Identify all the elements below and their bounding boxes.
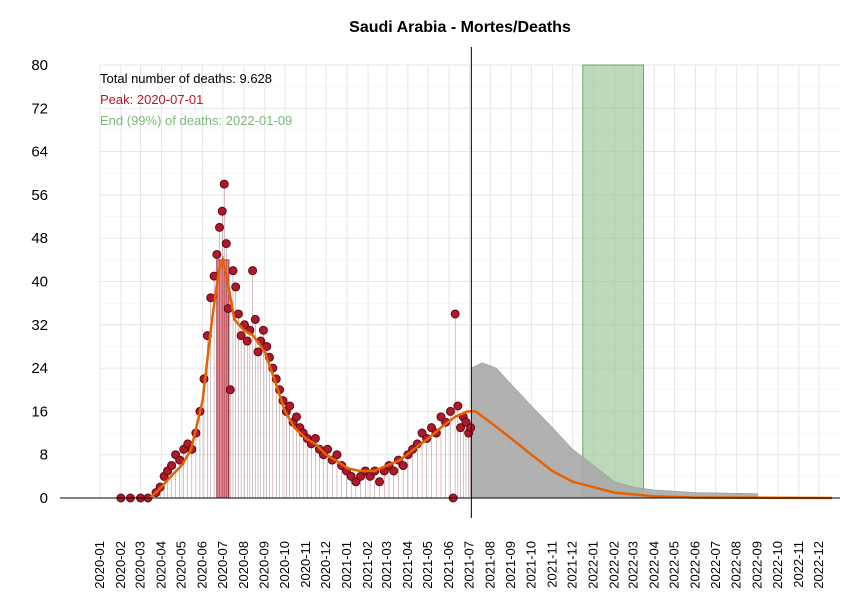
x-tick-label: 2021-07 (461, 541, 476, 589)
x-tick-label: 2022-07 (708, 541, 723, 589)
data-point (253, 347, 263, 357)
annotation-total: Total number of deaths: 9.628 (100, 71, 272, 86)
y-tick-label: 8 (40, 447, 48, 464)
x-tick-label: 2022-09 (750, 541, 765, 589)
end-of-deaths-band (582, 64, 645, 499)
x-tick-label: 2022-05 (667, 541, 682, 589)
x-tick-label: 2021-02 (360, 541, 375, 589)
data-point (445, 406, 455, 416)
data-point (453, 401, 463, 411)
y-tick-label: 56 (31, 187, 48, 204)
data-point (217, 206, 227, 216)
x-tick-label: 2020-04 (153, 541, 168, 589)
x-tick-label: 2020-10 (277, 541, 292, 589)
data-point (236, 331, 246, 341)
fit-layer (149, 255, 832, 500)
chart-title: Saudi Arabia - Mortes/Deaths (349, 19, 571, 36)
data-point (291, 412, 301, 422)
y-tick-label: 40 (31, 274, 48, 291)
data-point (221, 239, 231, 249)
y-tick-label: 32 (31, 317, 48, 334)
x-tick-label: 2020-02 (113, 541, 128, 589)
data-point (456, 423, 466, 433)
data-point (215, 222, 225, 232)
x-tick-label: 2020-05 (174, 541, 189, 589)
y-tick-label: 24 (31, 360, 48, 377)
x-tick-label: 2021-01 (339, 541, 354, 589)
x-tick-label: 2022-06 (688, 541, 703, 589)
data-point (398, 461, 408, 471)
axis-layer: 0 8 16 24 32 40 48 56 64 72 80 2020-01 2020-02 2020-0… (31, 47, 840, 589)
data-point (375, 477, 385, 487)
data-point (233, 309, 243, 319)
annotation-peak: Peak: 2020-07-01 (100, 92, 203, 107)
x-tick-label: 2021-10 (523, 541, 538, 589)
y-tick-label: 48 (31, 230, 48, 247)
data-point (262, 341, 272, 351)
x-tick-label: 2021-08 (482, 541, 497, 589)
x-tick-label: 2022-10 (770, 541, 785, 589)
x-tick-label: 2021-05 (420, 541, 435, 589)
x-tick-label: 2020-07 (215, 541, 230, 589)
data-point (250, 314, 260, 324)
x-tick-label: 2020-12 (318, 541, 333, 589)
x-tick-label: 2022-12 (811, 541, 826, 589)
y-tick-label: 72 (31, 100, 48, 117)
x-tick-label: 2021-11 (544, 541, 559, 588)
data-point (248, 266, 258, 276)
fit-curve (149, 255, 832, 500)
peak-band (216, 259, 230, 499)
x-tick-label: 2021-03 (379, 541, 394, 589)
band-layer (216, 64, 645, 499)
x-tick-label: 2022-02 (606, 541, 621, 589)
data-point (466, 423, 476, 433)
x-tick-label: 2020-09 (257, 541, 272, 589)
x-tick-label: 2022-11 (791, 541, 806, 588)
data-point (323, 444, 333, 454)
data-point (212, 249, 222, 259)
data-point (167, 461, 177, 471)
data-point (450, 309, 460, 319)
x-tick-label: 2021-12 (565, 541, 580, 589)
x-tick-label: 2020-03 (133, 541, 148, 589)
y-tick-label: 64 (31, 144, 48, 161)
data-point (225, 385, 235, 395)
x-tick-label: 2022-08 (729, 541, 744, 589)
data-point (332, 450, 342, 460)
annotation-end: End (99%) of deaths: 2022-01-09 (100, 113, 292, 128)
y-tick-label: 80 (31, 57, 48, 74)
data-point (258, 325, 268, 335)
data-point (228, 266, 238, 276)
data-point (389, 466, 399, 476)
x-tick-label: 2020-01 (92, 541, 107, 589)
data-point (219, 179, 229, 189)
data-point (242, 336, 252, 346)
x-tick-label: 2022-01 (586, 541, 601, 589)
points-layer (116, 179, 476, 503)
y-tick-label: 16 (31, 403, 48, 420)
x-tick-label: 2021-06 (441, 541, 456, 589)
x-tick-label: 2022-03 (625, 541, 640, 589)
x-tick-label: 2020-06 (195, 541, 210, 589)
data-point (231, 282, 241, 292)
x-tick-label: 2020-11 (298, 541, 313, 588)
x-tick-label: 2021-09 (503, 541, 518, 589)
x-tick-label: 2021-04 (400, 541, 415, 589)
data-point (285, 401, 295, 411)
x-tick-label: 2022-04 (646, 541, 661, 589)
x-tick-label: 2020-08 (236, 541, 251, 589)
y-tick-label: 0 (40, 490, 48, 507)
